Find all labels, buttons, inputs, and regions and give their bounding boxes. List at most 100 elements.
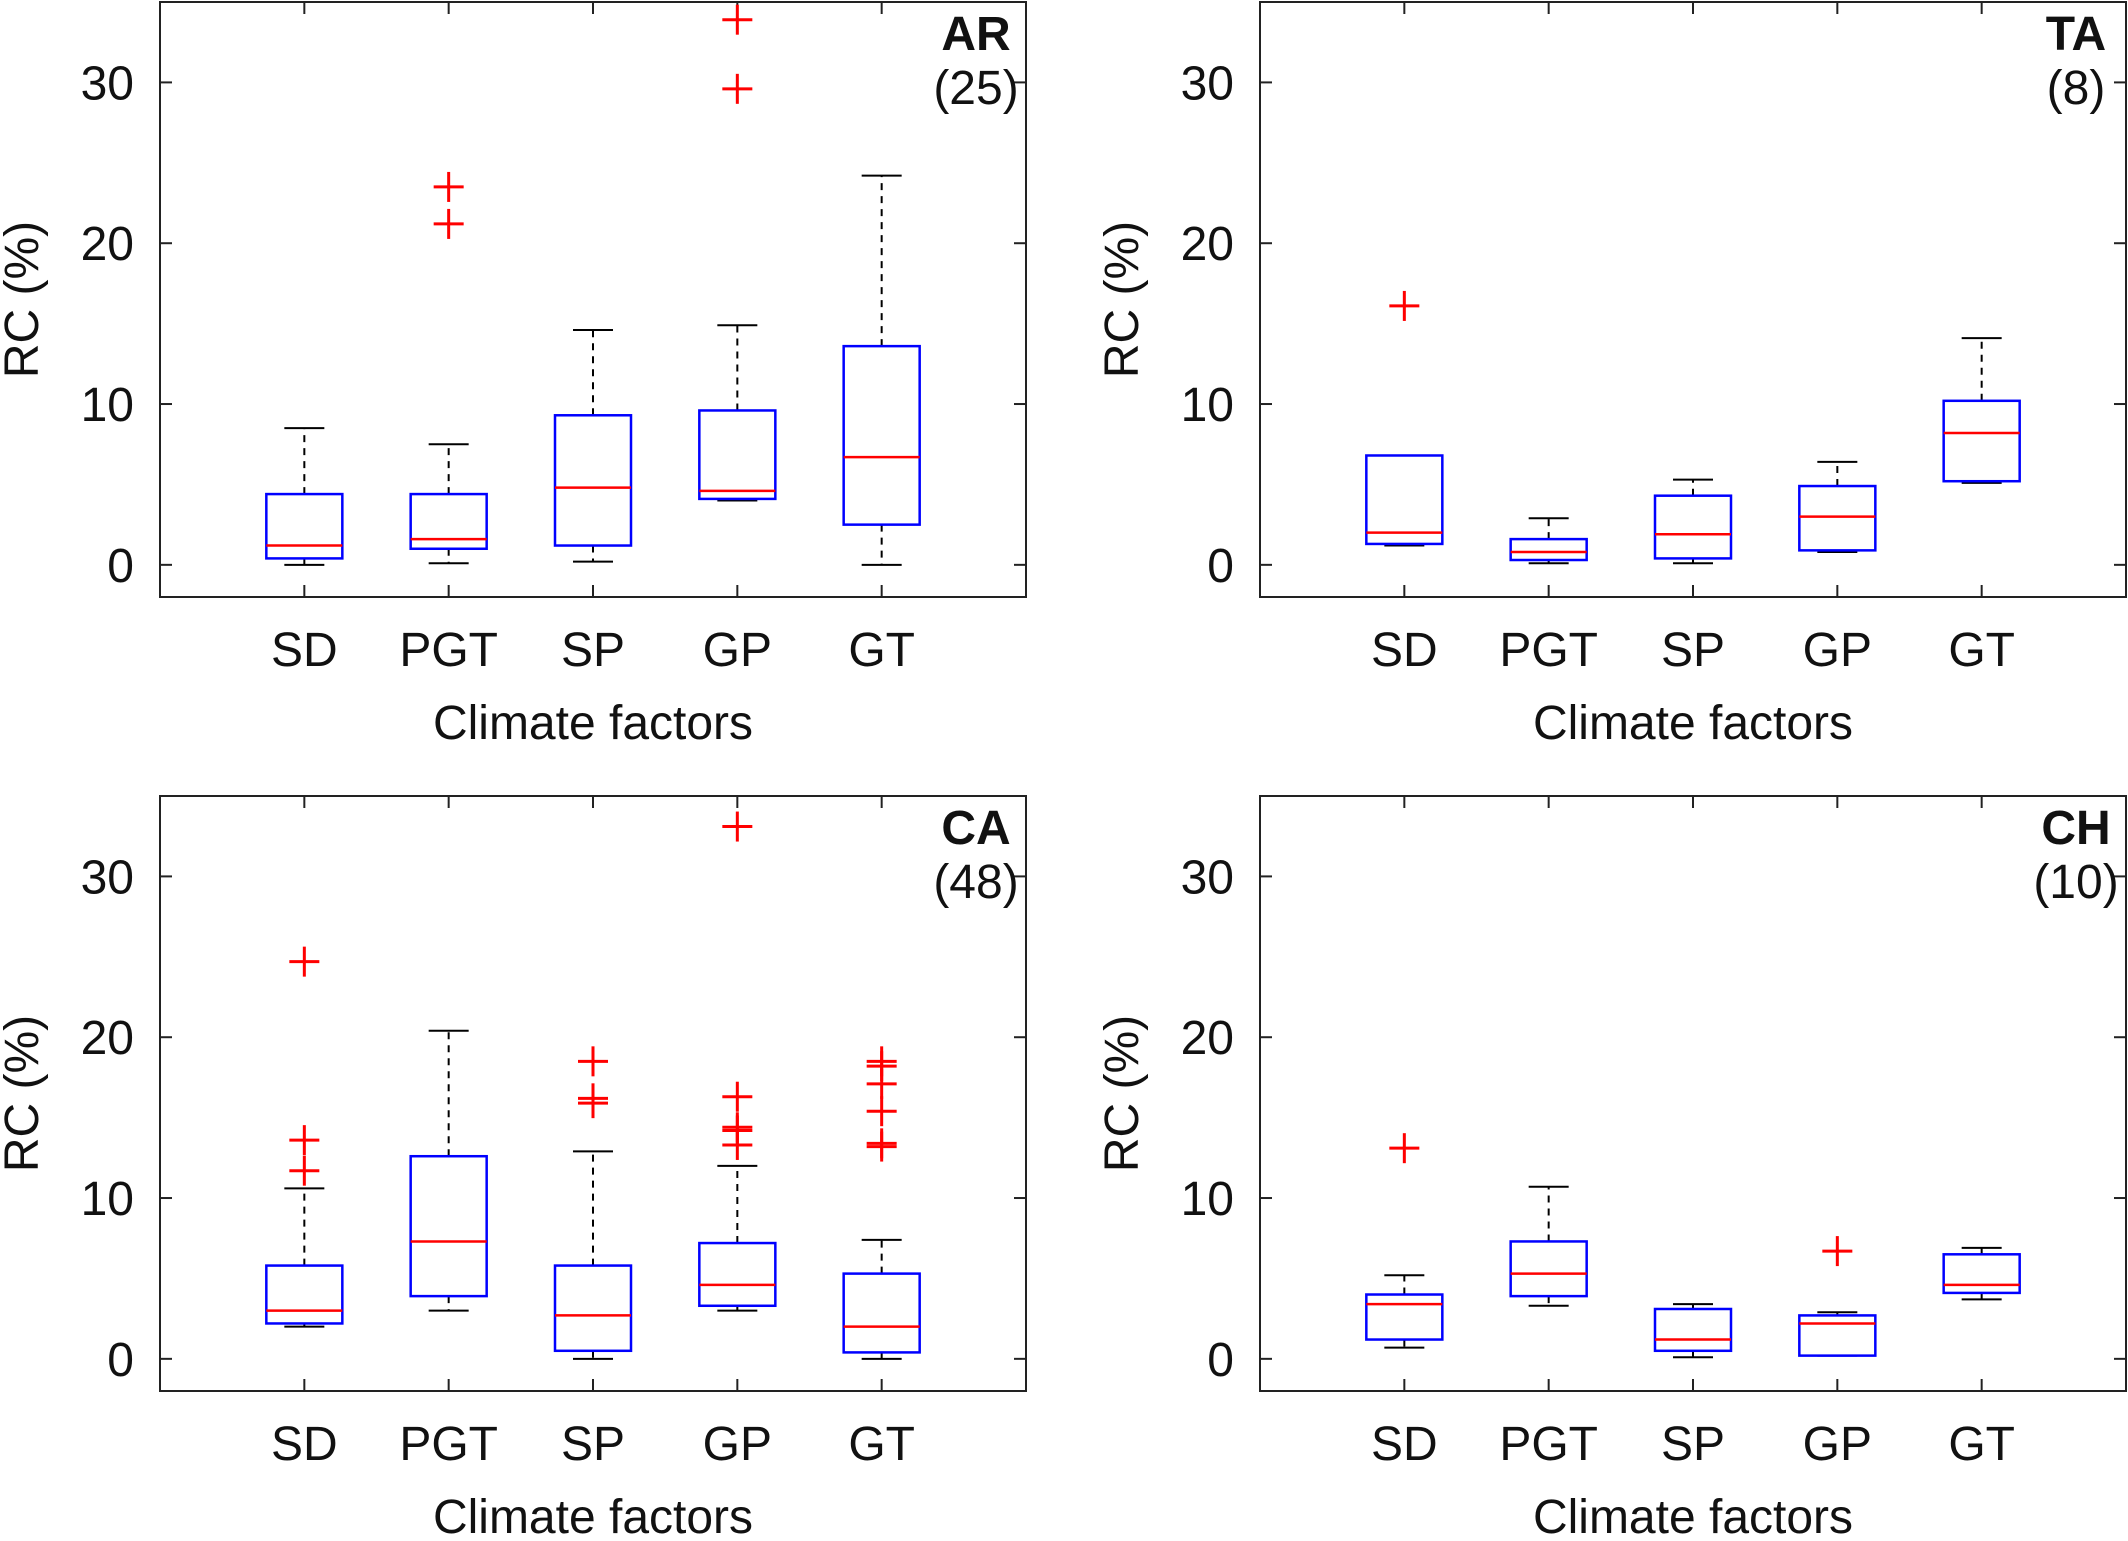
box-gt bbox=[1942, 337, 2021, 484]
box-gp bbox=[1798, 1236, 1877, 1357]
y-axis-label: RC (%) bbox=[0, 221, 49, 378]
box-sd bbox=[265, 946, 344, 1328]
box-pgt bbox=[1509, 1185, 1588, 1307]
iqr-box bbox=[1653, 1307, 1733, 1353]
box-gt bbox=[842, 174, 921, 566]
x-axis-label: Climate factors bbox=[1533, 1491, 1853, 1541]
panel-count: (25) bbox=[933, 62, 1018, 115]
outlier-marker bbox=[722, 73, 753, 104]
y-tick-label: 30 bbox=[81, 851, 134, 904]
box-pgt bbox=[1509, 517, 1588, 565]
box-gt bbox=[842, 1046, 921, 1360]
outlier-marker bbox=[866, 1128, 897, 1159]
iqr-box bbox=[265, 492, 344, 560]
box-sd bbox=[1365, 1133, 1444, 1349]
iqr-box bbox=[842, 1272, 921, 1354]
x-tick-label: SP bbox=[561, 1418, 625, 1471]
iqr-box bbox=[698, 1241, 777, 1308]
y-tick-label: 30 bbox=[81, 57, 134, 110]
y-axis-label: RC (%) bbox=[0, 1015, 49, 1172]
x-tick-label: GT bbox=[1948, 1418, 2015, 1471]
x-tick-label: GT bbox=[848, 624, 915, 677]
y-tick-label: 0 bbox=[107, 1334, 134, 1387]
y-tick-label: 30 bbox=[1181, 851, 1234, 904]
x-tick-label: SP bbox=[561, 624, 625, 677]
iqr-box bbox=[842, 344, 921, 526]
y-axis-label: RC (%) bbox=[1096, 221, 1149, 378]
box-gt bbox=[1942, 1246, 2021, 1301]
y-tick-label: 20 bbox=[1181, 1012, 1234, 1065]
box-gp bbox=[698, 811, 777, 1312]
x-axis-label: Climate factors bbox=[433, 1491, 753, 1541]
x-tick-label: PGT bbox=[399, 624, 498, 677]
panel-name: TA bbox=[2046, 8, 2106, 61]
iqr-box bbox=[1509, 1240, 1588, 1298]
box-sp bbox=[1653, 478, 1733, 565]
iqr-box bbox=[409, 492, 488, 551]
y-tick-label: 20 bbox=[81, 1012, 134, 1065]
box-sp bbox=[553, 329, 633, 563]
iqr-box bbox=[553, 1264, 633, 1353]
box-sp bbox=[1653, 1303, 1733, 1359]
outlier-marker bbox=[722, 811, 753, 842]
panel-name: AR bbox=[941, 8, 1010, 61]
x-tick-label: SD bbox=[271, 1418, 338, 1471]
outlier-marker bbox=[722, 1081, 753, 1112]
box-sd bbox=[265, 427, 344, 566]
iqr-box bbox=[1942, 399, 2021, 483]
x-tick-label: GP bbox=[703, 1418, 772, 1471]
y-tick-label: 20 bbox=[1181, 218, 1234, 271]
x-tick-label: SP bbox=[1661, 1418, 1725, 1471]
box-gp bbox=[698, 4, 777, 502]
x-tick-label: GP bbox=[1803, 1418, 1872, 1471]
iqr-box bbox=[553, 414, 633, 547]
outlier-marker bbox=[433, 171, 464, 202]
iqr-box bbox=[409, 1154, 488, 1298]
panel-ta: 0 10 20 30 SD PGT SP GP GT Climate factors RC (%) T… bbox=[1096, 1, 2127, 750]
box-pgt bbox=[409, 171, 488, 565]
panel-count: (10) bbox=[2033, 856, 2118, 909]
panel-count: (48) bbox=[933, 856, 1018, 909]
outlier-marker bbox=[722, 1112, 753, 1143]
x-tick-label: PGT bbox=[399, 1418, 498, 1471]
outlier-marker bbox=[289, 946, 320, 977]
panel-ar: 0 10 20 30 SD PGT SP GP GT Climate factors RC (%) A… bbox=[0, 1, 1027, 750]
y-tick-label: 30 bbox=[1181, 57, 1234, 110]
iqr-box bbox=[265, 1264, 344, 1325]
x-tick-label: SD bbox=[1371, 1418, 1438, 1471]
outlier-marker bbox=[866, 1046, 897, 1077]
box-pgt bbox=[409, 1029, 488, 1312]
y-tick-label: 10 bbox=[81, 1173, 134, 1226]
outlier-marker bbox=[289, 1155, 320, 1186]
iqr-box bbox=[1365, 454, 1444, 546]
x-axis-label: Climate factors bbox=[433, 697, 753, 750]
iqr-box bbox=[1942, 1253, 2021, 1295]
y-tick-label: 0 bbox=[1207, 1334, 1234, 1387]
outlier-marker bbox=[578, 1046, 608, 1077]
iqr-box bbox=[1798, 484, 1877, 552]
box-sp bbox=[553, 1046, 633, 1360]
outlier-marker bbox=[866, 1096, 897, 1127]
x-tick-label: PGT bbox=[1499, 1418, 1598, 1471]
y-tick-label: 10 bbox=[1181, 379, 1234, 432]
outlier-marker bbox=[1389, 290, 1420, 321]
panel-ch: 0 10 20 30 SD PGT SP GP GT Climate factors RC (%) C… bbox=[1096, 795, 2127, 1541]
x-tick-label: SD bbox=[271, 624, 338, 677]
y-tick-label: 0 bbox=[107, 540, 134, 593]
iqr-box bbox=[1365, 1293, 1444, 1341]
x-axis-label: Climate factors bbox=[1533, 697, 1853, 750]
panel-name: CA bbox=[941, 802, 1010, 855]
outlier-marker bbox=[578, 1083, 608, 1114]
outlier-marker bbox=[1822, 1236, 1853, 1267]
x-tick-label: SP bbox=[1661, 624, 1725, 677]
y-axis-label: RC (%) bbox=[1096, 1015, 1149, 1172]
outlier-marker bbox=[289, 1125, 320, 1156]
x-tick-label: GP bbox=[703, 624, 772, 677]
y-tick-label: 10 bbox=[81, 379, 134, 432]
panel-name: CH bbox=[2041, 802, 2110, 855]
x-tick-label: GT bbox=[1948, 624, 2015, 677]
x-tick-label: GT bbox=[848, 1418, 915, 1471]
y-tick-label: 10 bbox=[1181, 1173, 1234, 1226]
x-tick-label: SD bbox=[1371, 624, 1438, 677]
